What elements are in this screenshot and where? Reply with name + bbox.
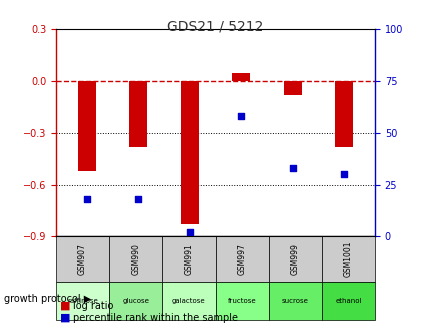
Text: ■: ■ (60, 313, 71, 323)
FancyBboxPatch shape (215, 236, 268, 282)
FancyBboxPatch shape (109, 236, 162, 282)
Text: growth protocol ▶: growth protocol ▶ (4, 294, 91, 304)
Bar (335, 81, 352, 147)
FancyBboxPatch shape (268, 282, 321, 320)
Text: sucrose: sucrose (281, 298, 308, 304)
Text: GDS21 / 5212: GDS21 / 5212 (167, 20, 263, 34)
Bar (232, 73, 250, 81)
FancyBboxPatch shape (56, 236, 109, 282)
Bar (78, 81, 96, 171)
Point (83, 197, 90, 202)
Point (237, 114, 244, 119)
Bar (180, 81, 198, 224)
Text: GSM1001: GSM1001 (343, 241, 352, 277)
Text: ■: ■ (60, 301, 71, 311)
Text: ethanol: ethanol (335, 298, 361, 304)
Text: GSM990: GSM990 (131, 243, 140, 275)
FancyBboxPatch shape (162, 236, 215, 282)
Bar (283, 81, 301, 95)
Bar (129, 81, 147, 147)
Text: log ratio: log ratio (73, 301, 114, 311)
Text: percentile rank within the sample: percentile rank within the sample (73, 313, 238, 323)
Text: galactose: galactose (172, 298, 205, 304)
FancyBboxPatch shape (56, 282, 109, 320)
FancyBboxPatch shape (162, 282, 215, 320)
Text: raffinose: raffinose (67, 298, 98, 304)
Point (340, 172, 347, 177)
Point (135, 197, 141, 202)
FancyBboxPatch shape (109, 282, 162, 320)
Text: GSM999: GSM999 (290, 243, 299, 275)
Text: glucose: glucose (122, 298, 149, 304)
Text: GSM991: GSM991 (184, 243, 193, 275)
FancyBboxPatch shape (268, 236, 321, 282)
FancyBboxPatch shape (215, 282, 268, 320)
Text: fructose: fructose (227, 298, 256, 304)
Text: GSM997: GSM997 (237, 243, 246, 275)
Point (186, 230, 193, 235)
Point (289, 165, 295, 171)
Text: GSM907: GSM907 (78, 243, 87, 275)
FancyBboxPatch shape (321, 236, 374, 282)
FancyBboxPatch shape (321, 282, 374, 320)
